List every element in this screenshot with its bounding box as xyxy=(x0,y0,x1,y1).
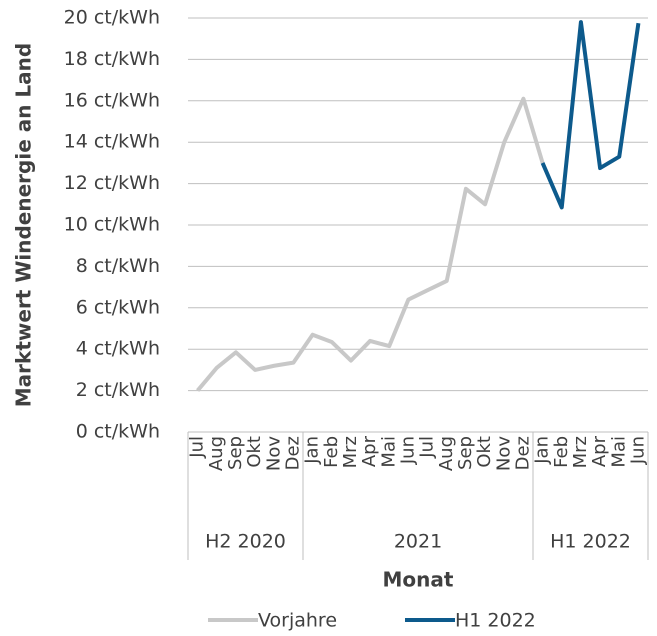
y-tick-label: 12 ct/kWh xyxy=(64,172,160,194)
x-tick-label: Apr xyxy=(589,435,610,467)
x-tick-label: Okt xyxy=(474,436,495,468)
y-tick-label: 8 ct/kWh xyxy=(76,255,160,277)
y-tick-label: 18 ct/kWh xyxy=(64,48,160,70)
y-tick-label: 6 ct/kWh xyxy=(76,296,160,318)
x-tick-label: Feb xyxy=(321,436,342,468)
y-axis-label: Marktwert Windenergie an Land xyxy=(12,43,36,407)
legend-label: Vorjahre xyxy=(258,610,337,632)
x-tick-label: Mai xyxy=(608,436,629,468)
y-tick-label: 10 ct/kWh xyxy=(64,214,160,236)
x-tick-label: Mrz xyxy=(340,436,361,468)
y-tick-label: 2 ct/kWh xyxy=(76,379,160,401)
line-series xyxy=(196,96,545,392)
group-label: H2 2020 xyxy=(205,531,286,553)
x-tick-label: Mai xyxy=(378,436,399,468)
x-tick-label: Apr xyxy=(359,435,380,467)
x-tick-label: Nov xyxy=(263,436,284,471)
x-tick-label: Feb xyxy=(551,436,572,468)
y-tick-label: 20 ct/kWh xyxy=(64,7,160,29)
x-tick-label: Mrz xyxy=(570,436,591,468)
y-tick-label: 0 ct/kWh xyxy=(76,421,160,443)
group-label: 2021 xyxy=(394,531,442,553)
legend-label: H1 2022 xyxy=(455,610,536,632)
x-axis-label: Monat xyxy=(383,568,454,592)
x-tick-label: Dez xyxy=(512,436,533,470)
x-tick-label: Jan xyxy=(532,436,553,465)
y-tick-label: 14 ct/kWh xyxy=(64,131,160,153)
y-tick-label: 16 ct/kWh xyxy=(64,89,160,111)
y-tick-label: 4 ct/kWh xyxy=(76,338,160,360)
x-tick-label: Jan xyxy=(302,436,323,465)
x-tick-label: Sep xyxy=(455,436,476,470)
x-tick-label: Jul xyxy=(187,436,208,459)
x-tick-label: Okt xyxy=(244,436,265,468)
x-tick-label: Nov xyxy=(493,436,514,471)
x-tick-label: Sep xyxy=(225,436,246,470)
x-tick-label: Aug xyxy=(436,436,457,471)
x-tick-label: Aug xyxy=(206,436,227,471)
x-tick-label: Dez xyxy=(282,436,303,470)
x-tick-label: Jun xyxy=(397,436,418,465)
x-tick-label: Jun xyxy=(627,436,648,465)
x-tick-label: Jul xyxy=(417,436,438,459)
line-series xyxy=(540,20,641,210)
group-label: H1 2022 xyxy=(550,531,631,553)
